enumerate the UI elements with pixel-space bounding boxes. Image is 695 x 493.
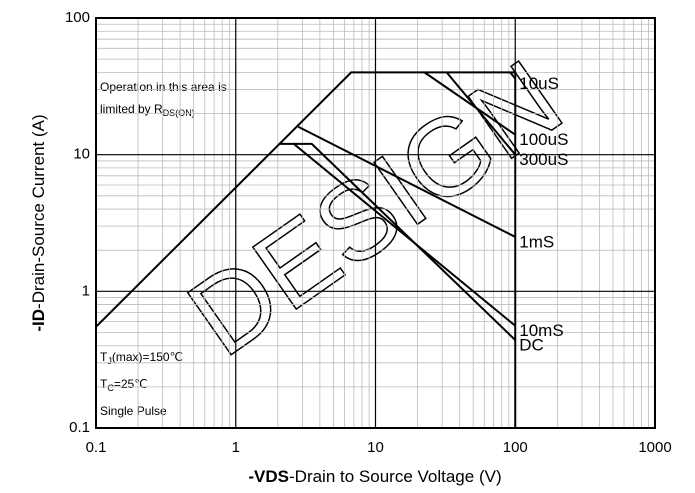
- annotation-text: (max)=150℃: [112, 350, 183, 364]
- line: [509, 71, 517, 80]
- annotation: TC=25℃: [100, 377, 148, 393]
- y-axis-label-bold: -ID: [29, 309, 48, 332]
- series-label: 1mS: [519, 232, 554, 251]
- annotation: Single Pulse: [100, 404, 167, 418]
- y-tick-label: 100: [65, 9, 90, 26]
- x-axis-label-bold: -VDS: [248, 467, 289, 486]
- x-tick-label: 0.1: [86, 439, 107, 456]
- x-tick-label: 100: [503, 439, 528, 456]
- line: [293, 142, 516, 341]
- x-tick-label: 1000: [638, 439, 671, 456]
- y-axis-label-text: -Drain-Source Current (A): [29, 114, 48, 309]
- annotation-text: =25℃: [114, 377, 148, 391]
- annotation-text: T: [100, 377, 108, 391]
- series-label: 300uS: [519, 150, 568, 169]
- y-axis-label: -ID-Drain-Source Current (A): [29, 114, 48, 331]
- annotation-text: limited by R: [100, 102, 163, 116]
- y-tick-label: 10: [73, 146, 90, 163]
- y-tick-label: 0.1: [69, 419, 90, 436]
- line: [297, 125, 516, 238]
- annotation-sub: J: [107, 356, 112, 366]
- x-tick-label: 10: [367, 439, 384, 456]
- x-axis-label: -VDS-Drain to Source Voltage (V): [248, 467, 501, 486]
- annotation-sub: C: [107, 383, 114, 393]
- annotation-text: T: [100, 350, 108, 364]
- annotation: TJ(max)=150℃: [100, 350, 183, 366]
- series-label: 10mS: [519, 321, 563, 340]
- series-label: DC: [519, 336, 544, 355]
- line: [445, 71, 517, 156]
- y-tick-label: 1: [82, 282, 90, 299]
- x-tick-label: 1: [232, 439, 240, 456]
- line: [95, 71, 517, 428]
- x-axis-label-text: -Drain to Source Voltage (V): [289, 467, 502, 486]
- line: [423, 71, 516, 136]
- plot-frame: [95, 17, 656, 429]
- annotation: Operation in this area is: [100, 80, 227, 94]
- series-label: 10uS: [519, 74, 559, 93]
- series-label: 100uS: [519, 130, 568, 149]
